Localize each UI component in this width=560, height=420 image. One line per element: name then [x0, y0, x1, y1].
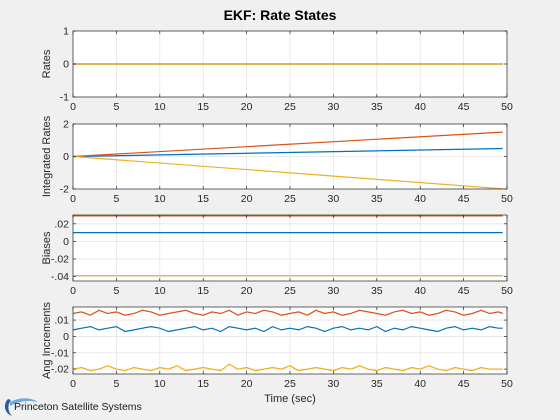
x-tick-label: 5	[113, 101, 119, 113]
y-tick-label: -.04	[51, 271, 69, 283]
y-tick-label: -1	[60, 92, 69, 104]
x-tick-label: 30	[328, 285, 340, 297]
series-line	[72, 363, 503, 372]
x-tick-label: 25	[284, 285, 296, 297]
y-tick-label: 1	[63, 26, 69, 38]
x-tick-label: 20	[241, 193, 253, 205]
y-axis-label: Ang Increments	[41, 301, 53, 379]
x-tick-label: 25	[284, 378, 296, 390]
x-tick-label: 50	[501, 378, 513, 390]
x-tick-label: 35	[371, 193, 383, 205]
x-tick-label: 35	[371, 285, 383, 297]
x-tick-label: 45	[458, 285, 470, 297]
x-tick-label: 5	[113, 378, 119, 390]
x-tick-label: 50	[501, 285, 513, 297]
x-tick-label: 30	[328, 101, 340, 113]
x-tick-label: 15	[197, 193, 209, 205]
x-tick-label: 0	[70, 285, 76, 297]
x-tick-label: 45	[458, 378, 470, 390]
swoosh-icon	[4, 399, 12, 416]
x-tick-label: 20	[241, 285, 253, 297]
x-tick-label: 5	[113, 193, 119, 205]
x-tick-label: 30	[328, 378, 340, 390]
x-tick-label: 30	[328, 193, 340, 205]
y-tick-label: 0	[63, 236, 69, 248]
x-tick-label: 0	[70, 193, 76, 205]
figure-title: EKF: Rate States	[224, 7, 337, 23]
y-tick-label: -2	[60, 184, 69, 196]
x-tick-label: 40	[414, 193, 426, 205]
y-tick-label: 0	[63, 59, 69, 71]
series-line	[72, 155, 503, 190]
y-tick-label: .01	[54, 315, 69, 327]
series-line	[72, 147, 503, 158]
x-tick-label: 10	[154, 193, 166, 205]
company-logo: Princeton Satellite Systems	[4, 398, 142, 416]
x-tick-label: 0	[70, 101, 76, 113]
series-line	[72, 131, 503, 158]
x-axis-label: Time (sec)	[264, 393, 316, 405]
swoosh-accent-icon	[10, 398, 38, 406]
y-axis-label: Rates	[41, 49, 53, 78]
x-tick-label: 25	[284, 101, 296, 113]
x-tick-label: 5	[113, 285, 119, 297]
y-tick-label: .02	[54, 218, 69, 230]
x-tick-label: 25	[284, 193, 296, 205]
series-line	[72, 309, 503, 316]
x-tick-label: 35	[371, 378, 383, 390]
x-tick-label: 45	[458, 193, 470, 205]
series-line	[72, 325, 503, 333]
x-tick-label: 15	[197, 101, 209, 113]
y-tick-label: 2	[63, 119, 69, 131]
x-tick-label: 10	[154, 285, 166, 297]
y-tick-label: -.01	[51, 347, 69, 359]
x-tick-label: 0	[70, 378, 76, 390]
logo-text: Princeton Satellite Systems	[14, 401, 142, 413]
y-tick-label: -.02	[51, 254, 69, 266]
x-tick-label: 20	[241, 378, 253, 390]
y-tick-label: -.02	[51, 364, 69, 376]
x-tick-label: 50	[501, 193, 513, 205]
y-tick-label: 0	[63, 151, 69, 163]
x-tick-label: 40	[414, 285, 426, 297]
x-tick-label: 10	[154, 101, 166, 113]
x-tick-label: 20	[241, 101, 253, 113]
x-tick-label: 10	[154, 378, 166, 390]
x-tick-label: 50	[501, 101, 513, 113]
x-tick-label: 40	[414, 101, 426, 113]
x-tick-label: 35	[371, 101, 383, 113]
y-axis-label: Biases	[41, 231, 53, 265]
x-tick-label: 15	[197, 378, 209, 390]
y-axis-label: Integrated Rates	[41, 115, 53, 197]
x-tick-label: 40	[414, 378, 426, 390]
x-tick-label: 15	[197, 285, 209, 297]
y-tick-label: 0	[63, 331, 69, 343]
x-tick-label: 45	[458, 101, 470, 113]
